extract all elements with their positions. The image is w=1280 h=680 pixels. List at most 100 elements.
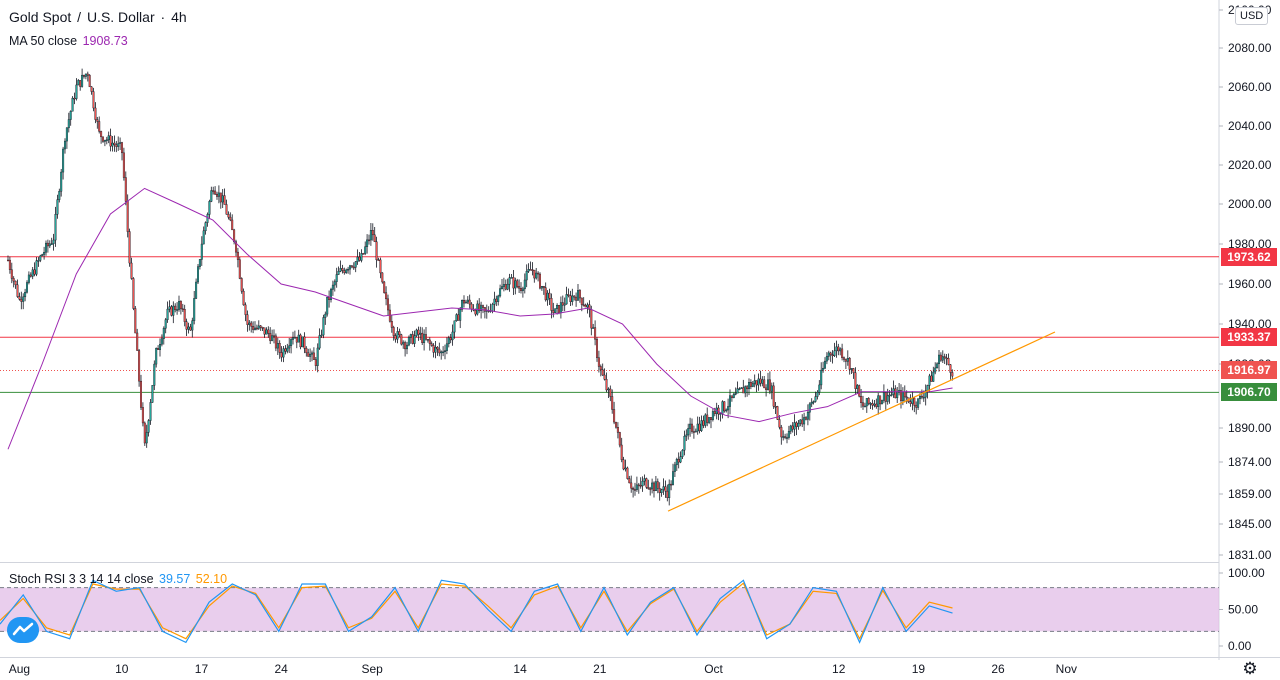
candle-body (246, 314, 249, 325)
candle-body (827, 352, 830, 357)
stoch-scale[interactable]: 100.00 50.00 0.00 (1219, 566, 1265, 653)
candle-body (111, 142, 114, 147)
candle-body (354, 261, 357, 268)
candle-body (881, 400, 884, 405)
candle-body (455, 314, 458, 322)
candle-body (786, 437, 789, 439)
candle-body (187, 326, 190, 330)
candle-body (440, 351, 443, 354)
tradingview-logo-icon[interactable] (7, 617, 39, 643)
candle-body (694, 430, 697, 433)
candle-body (742, 387, 745, 394)
time-tick-label: 10 (115, 662, 129, 676)
interval-label: 4h (171, 9, 187, 25)
candle-body (10, 269, 13, 279)
candle-body (43, 252, 46, 255)
candle-body (14, 280, 17, 286)
candle-body (740, 387, 743, 389)
stoch-k-value: 39.57 (159, 572, 191, 586)
candle-body (124, 177, 127, 202)
candle-body (198, 259, 201, 267)
symbol-name: Gold Spot (9, 9, 72, 25)
candle-body (558, 305, 561, 314)
candle-body (214, 190, 217, 195)
candle-body (765, 387, 768, 390)
candle-body (225, 204, 228, 215)
candle-body (493, 298, 496, 305)
candle-body (504, 284, 507, 290)
candle-body (426, 338, 429, 341)
candle-body (672, 471, 675, 485)
candle-body (632, 488, 635, 490)
candle-body (482, 305, 485, 308)
time-tick-label: 24 (274, 662, 288, 676)
candle-body (780, 426, 783, 438)
candle-body (69, 111, 72, 120)
ascending-trendline[interactable] (667, 331, 1056, 512)
candle-body (806, 411, 809, 420)
symbol-separator: / (73, 9, 85, 25)
candle-body (506, 283, 509, 290)
candle-body (888, 394, 891, 397)
stoch-k-line (0, 579, 953, 644)
time-tick-label: 21 (593, 662, 607, 676)
candle-body (523, 279, 526, 290)
candle-body (846, 358, 849, 362)
stoch-legend[interactable]: Stoch RSI 3 3 14 14 close 39.57 52.10 (9, 572, 229, 586)
candle-body (183, 309, 186, 322)
candle-body (677, 458, 680, 463)
candle-body (52, 239, 55, 244)
candle-body (368, 239, 371, 242)
candle-body (710, 417, 713, 420)
candle-body (723, 401, 726, 412)
candle-body (586, 304, 589, 308)
candle-body (60, 171, 63, 192)
candle-body (398, 331, 401, 335)
candle-body (113, 142, 116, 146)
candle-body (307, 352, 310, 357)
candle-body (402, 342, 405, 345)
candle-body (160, 338, 163, 345)
candle-body (782, 436, 785, 438)
candle-body (445, 343, 448, 351)
candle-body (50, 243, 53, 245)
candle-body (607, 388, 610, 391)
candle-body (100, 131, 103, 138)
gear-icon[interactable]: ⚙ (1242, 659, 1258, 678)
candle-body (210, 190, 213, 202)
candle-body (273, 335, 276, 337)
candle-body (231, 219, 234, 231)
candle-body (945, 357, 948, 360)
candle-body (303, 336, 306, 349)
candle-body (290, 339, 293, 346)
interval-dot: · (156, 9, 170, 25)
candle-body (217, 192, 220, 197)
candle-body (81, 74, 84, 87)
candle-body (753, 380, 756, 384)
candle-body (552, 310, 555, 313)
candle-body (56, 199, 59, 215)
symbol-legend[interactable]: Gold Spot / U.S. Dollar · 4h (9, 9, 189, 25)
candle-body (96, 119, 99, 122)
price-tick-label: 1980.00 (1228, 237, 1272, 251)
candle-body (79, 80, 82, 87)
candle-body (470, 303, 473, 310)
price-tick-label: 1874.00 (1228, 455, 1272, 469)
candle-body (457, 314, 460, 321)
candle-body (734, 392, 737, 395)
candle-body (257, 325, 260, 329)
candle-body (292, 337, 295, 340)
price-tick-label: 2020.00 (1228, 158, 1272, 172)
ma-legend[interactable]: MA 50 close 1908.73 (9, 34, 130, 48)
candle-body (238, 259, 241, 279)
time-scale[interactable]: Aug 10 17 24 Sep 14 21 Oct 12 19 26 Nov (9, 662, 1077, 676)
candle-body (748, 382, 751, 390)
candle-body (525, 270, 528, 281)
candle-body (39, 255, 42, 261)
candle-body (867, 398, 870, 404)
candle-body (436, 346, 439, 350)
candle-body (822, 367, 825, 371)
price-scale[interactable]: 2100.002080.002060.002040.002020.002000.… (1219, 3, 1272, 562)
currency-badge[interactable]: USD (1235, 7, 1269, 25)
